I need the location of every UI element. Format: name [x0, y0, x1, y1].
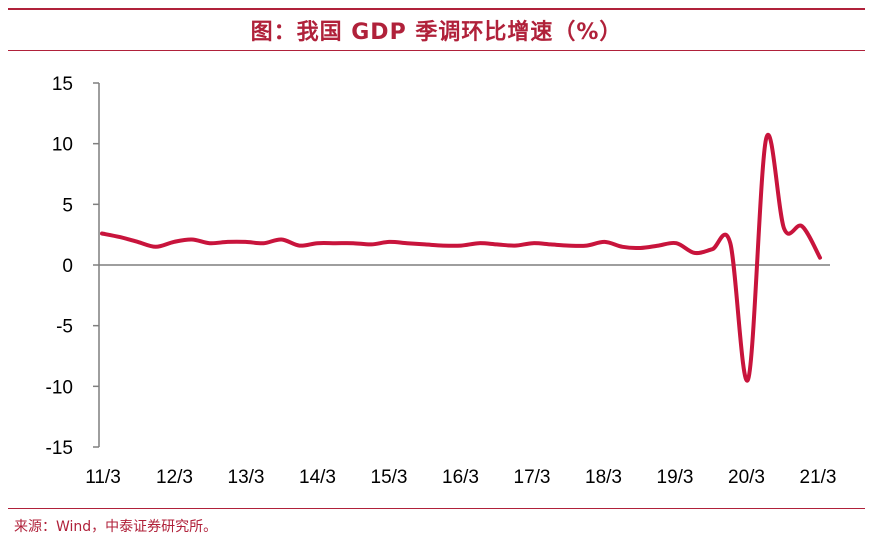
title-divider: [8, 50, 865, 51]
y-tick-label: 15: [52, 74, 73, 95]
y-tick-label: -10: [46, 377, 73, 398]
x-tick-label: 12/3: [156, 467, 193, 488]
y-tick-label: -15: [46, 438, 73, 459]
chart-title: 图：我国 GDP 季调环比增速（%）: [250, 20, 623, 45]
x-tick-label: 20/3: [728, 467, 765, 488]
y-tick-label: 5: [62, 195, 73, 216]
x-tick-label: 15/3: [371, 467, 408, 488]
title-bar: 图：我国 GDP 季调环比增速（%）: [8, 10, 865, 50]
y-tick-label: 0: [62, 256, 73, 277]
x-tick-label: 21/3: [800, 467, 837, 488]
chart-svg: 15 10 5 0 -5 -10 -15 11/3 12/3 13/3 14/3 15/3 16/3 17…: [46, 74, 837, 488]
x-tick-label: 16/3: [442, 467, 479, 488]
x-tick-label: 17/3: [514, 467, 551, 488]
series-line: [100, 133, 822, 383]
x-tick-label: 11/3: [85, 467, 121, 488]
y-tick-label: -5: [56, 317, 73, 338]
x-tick-label: 18/3: [585, 467, 622, 488]
top-border-line: [8, 8, 865, 10]
x-tick-label: 14/3: [299, 467, 336, 488]
y-tick-label: 10: [52, 135, 73, 156]
x-tick-label: 13/3: [228, 467, 265, 488]
source-note: 来源：Wind，中泰证券研究所。: [14, 519, 218, 535]
x-tick-label: 19/3: [657, 467, 694, 488]
chart-area: 15 10 5 0 -5 -10 -15 11/3 12/3 13/3 14/3 15/3 16/3 17…: [0, 52, 873, 507]
source-divider: [8, 508, 865, 509]
